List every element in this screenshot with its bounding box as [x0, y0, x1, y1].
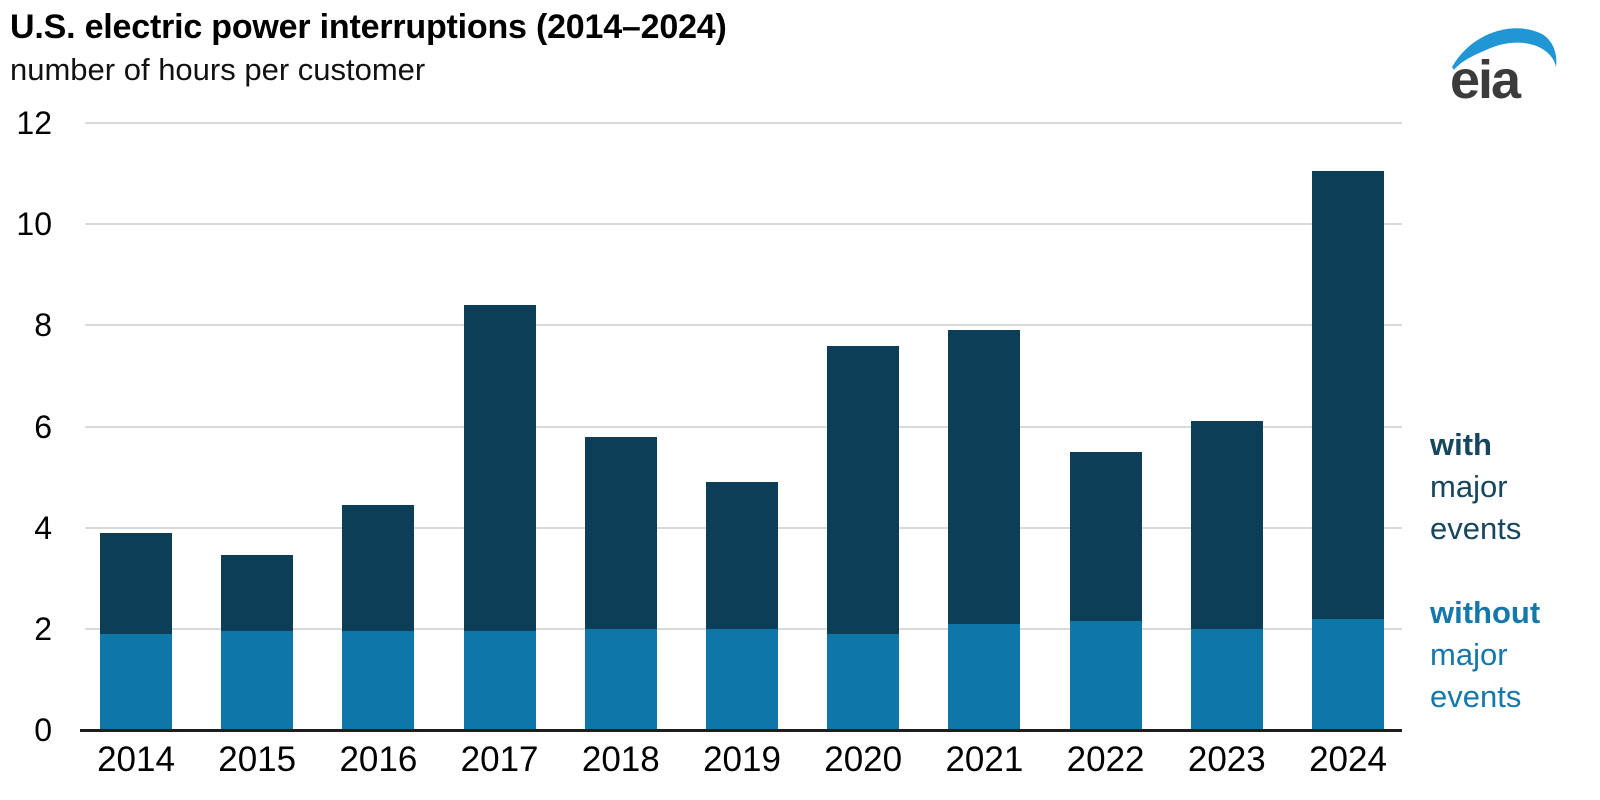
x-axis-label: 2024 — [1309, 740, 1387, 779]
bar-segment-with-major-events — [221, 555, 294, 632]
y-tick-label: 0 — [34, 712, 52, 748]
chart-title: U.S. electric power interruptions (2014–… — [10, 8, 727, 46]
x-axis-label: 2017 — [460, 740, 539, 779]
bar-segment-without-major-events — [342, 631, 415, 730]
eia-swoosh-icon: eia — [1450, 28, 1557, 105]
x-axis-line — [80, 729, 1402, 732]
y-tick-label: 6 — [34, 408, 52, 445]
legend-without-line1: without — [1430, 595, 1541, 630]
x-axis-label: 2018 — [581, 740, 660, 779]
gridline-y-8 — [85, 324, 1402, 327]
y-tick-label: 4 — [34, 509, 52, 546]
gridline-y-6 — [85, 425, 1402, 428]
bar-segment-without-major-events — [221, 631, 294, 730]
bar-segment-with-major-events — [584, 436, 657, 629]
legend-with-major-events: with major events — [1430, 424, 1521, 550]
bar-segment-with-major-events — [1312, 171, 1384, 619]
bar-segment-without-major-events — [1312, 618, 1384, 730]
bar-segment-without-major-events — [1069, 621, 1142, 730]
legend-without-line2: major — [1430, 637, 1508, 672]
x-axis-label: 2016 — [339, 740, 418, 779]
y-tick-label: 8 — [34, 307, 52, 344]
gridline-y-10 — [85, 223, 1402, 226]
x-axis-label: 2021 — [945, 740, 1024, 779]
bar-segment-with-major-events — [342, 504, 415, 632]
x-axis-label: 2014 — [97, 740, 175, 779]
x-axis-label: 2023 — [1187, 740, 1266, 779]
legend-with-line2: major — [1430, 469, 1508, 504]
gridline-y-12 — [85, 122, 1402, 124]
x-axis-label: 2019 — [703, 740, 781, 779]
bar-segment-with-major-events — [1190, 421, 1263, 629]
bar-segment-with-major-events — [1069, 451, 1142, 622]
legend-without-line3: events — [1430, 679, 1522, 714]
bar-segment-without-major-events — [584, 628, 657, 730]
legend-with-line3: events — [1430, 511, 1522, 546]
y-tick-label: 2 — [34, 610, 52, 647]
bar-segment-with-major-events — [948, 330, 1021, 624]
y-tick-label: 10 — [16, 206, 52, 243]
bar-segment-without-major-events — [827, 633, 900, 730]
x-axis-label: 2022 — [1066, 740, 1145, 779]
chart-subtitle: number of hours per customer — [10, 52, 426, 87]
bar-segment-without-major-events — [948, 623, 1021, 730]
bar-segment-without-major-events — [706, 628, 778, 730]
bar-segment-without-major-events — [463, 631, 536, 730]
eia-logo-text: eia — [1450, 50, 1522, 105]
bar-segment-with-major-events — [706, 482, 778, 629]
bar-segment-without-major-events — [100, 633, 172, 730]
y-tick-label: 12 — [16, 105, 52, 141]
eia-logo: eia — [1446, 20, 1561, 105]
legend-with-line1: with — [1430, 427, 1492, 462]
bar-segment-without-major-events — [1190, 628, 1263, 730]
x-axis-label: 2020 — [824, 740, 903, 779]
bar-segment-with-major-events — [827, 345, 900, 634]
bar-segment-with-major-events — [463, 305, 536, 632]
bar-segment-with-major-events — [100, 532, 172, 634]
x-axis-label: 2015 — [218, 740, 297, 779]
legend-without-major-events: without major events — [1430, 592, 1540, 718]
